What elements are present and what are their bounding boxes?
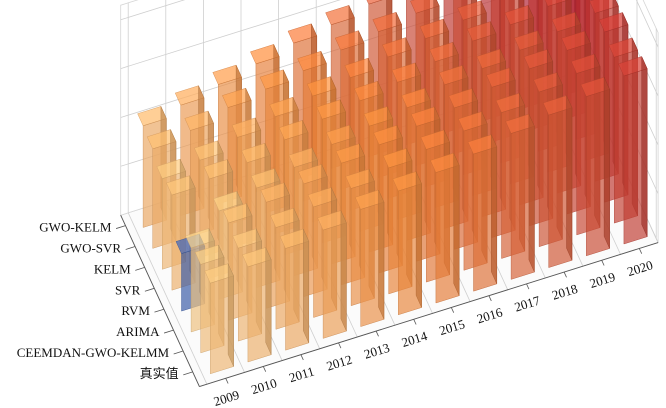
bar — [505, 113, 535, 280]
y-tick-label: RVM — [121, 303, 150, 318]
y-tick — [125, 246, 136, 250]
chart-bars — [137, 0, 648, 375]
bar-side-face — [491, 134, 497, 284]
x-tick — [225, 378, 229, 384]
bar — [467, 134, 498, 292]
x-tick — [526, 283, 530, 290]
y-tick-label: SVR — [115, 282, 141, 297]
x-tick — [262, 366, 267, 372]
bar-side-face — [303, 229, 309, 343]
x-tick-label: 2014 — [400, 328, 430, 350]
x-tick-label: 2013 — [362, 340, 391, 362]
y-tick-label: KELM — [94, 261, 131, 276]
chart-axes — [115, 214, 659, 387]
bar-side-face — [378, 189, 385, 320]
x-axis-line — [199, 242, 659, 387]
bar-side-face — [227, 263, 234, 367]
x-tick-label: 2017 — [513, 292, 543, 314]
x-tick — [413, 319, 417, 325]
y-tick-label: 真实值 — [140, 366, 179, 381]
bar — [354, 189, 385, 327]
x-tick-label: 2018 — [550, 281, 579, 303]
x-tick — [488, 295, 492, 302]
x-tick-label: 2020 — [625, 257, 654, 279]
bar-side-face — [415, 171, 422, 308]
bar-side-face — [641, 56, 648, 237]
y-tick — [115, 225, 126, 229]
bar-side-face — [528, 114, 535, 273]
y-tick-label: CEEMDAN-GWO-KELMM — [17, 345, 170, 360]
bar — [242, 247, 272, 363]
x-tick — [300, 354, 304, 361]
bar — [430, 152, 460, 304]
x-tick — [601, 260, 605, 266]
bar — [317, 210, 347, 339]
y-tick — [173, 350, 184, 355]
y-tick-label: GWO-SVR — [60, 241, 121, 256]
y-axis-line — [120, 214, 200, 387]
y-tick — [154, 308, 164, 313]
x-tick-label: 2015 — [437, 316, 466, 338]
y-tick — [163, 329, 174, 334]
x-tick — [638, 248, 643, 254]
bar-side-face — [566, 95, 573, 261]
x-tick-label: 2012 — [325, 352, 354, 374]
bar — [618, 56, 648, 245]
bar-side-face — [265, 247, 272, 355]
x-tick-label: 2019 — [588, 269, 617, 291]
grid-line — [127, 212, 208, 385]
x-tick — [338, 342, 342, 349]
bar-side-face — [603, 77, 610, 249]
bar-side-face — [453, 153, 460, 296]
bar-side-face — [340, 210, 347, 332]
y-tick-label: GWO-KELM — [39, 220, 112, 235]
bar — [392, 171, 422, 316]
x-tick-label: 2011 — [287, 363, 316, 385]
x-tick-label: 2016 — [475, 304, 505, 326]
bar — [580, 76, 610, 257]
y-tick — [144, 287, 155, 292]
x-tick — [375, 330, 379, 337]
x-tick-label: 2010 — [249, 375, 278, 397]
y-tick — [135, 267, 145, 271]
x-tick — [563, 271, 567, 278]
bar — [204, 263, 234, 375]
bar — [279, 228, 310, 351]
y-tick-label: ARIMA — [116, 324, 160, 339]
chart-tick-labels: 2009 2010 2011 2012 2013 2014 2015 2016 2017 2018… — [17, 220, 655, 408]
x-tick-label: 2009 — [212, 387, 241, 408]
bar — [542, 95, 573, 268]
x-tick — [450, 307, 455, 313]
y-tick — [183, 371, 193, 376]
